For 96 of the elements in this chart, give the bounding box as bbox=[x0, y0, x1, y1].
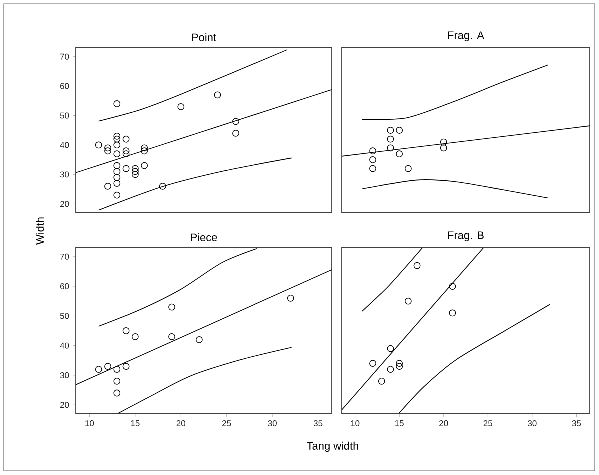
y-tick-label: 60 bbox=[60, 83, 70, 90]
x-tick-label: 25 bbox=[222, 420, 232, 427]
x-tick-label: 30 bbox=[268, 420, 277, 427]
point bbox=[95, 366, 102, 373]
x-tick-label: 15 bbox=[396, 420, 404, 426]
y-tick-label: 30 bbox=[60, 172, 70, 178]
chart-title: Point bbox=[192, 33, 216, 42]
point bbox=[132, 171, 139, 178]
point bbox=[114, 168, 121, 176]
point bbox=[370, 156, 376, 164]
point bbox=[104, 148, 112, 155]
point bbox=[114, 162, 121, 170]
x-tick-label: 20 bbox=[440, 420, 448, 427]
x-tick-label: 35 bbox=[314, 420, 323, 427]
x-tick-label: 10 bbox=[86, 420, 94, 427]
point bbox=[114, 136, 121, 143]
point bbox=[387, 345, 394, 352]
line-series bbox=[98, 50, 288, 122]
point bbox=[132, 165, 139, 172]
x-tick-label: 35 bbox=[572, 420, 582, 427]
point bbox=[122, 363, 130, 370]
y-tick-label: 70 bbox=[60, 254, 70, 260]
point bbox=[178, 103, 185, 110]
point bbox=[104, 363, 112, 370]
point bbox=[104, 144, 112, 152]
point bbox=[168, 304, 176, 311]
y-tick-label: 50 bbox=[60, 313, 70, 320]
point bbox=[387, 136, 394, 143]
point bbox=[114, 150, 121, 158]
point bbox=[114, 366, 121, 373]
x-tick-label: 20 bbox=[176, 420, 186, 427]
point bbox=[132, 168, 139, 176]
chart-title: Piece bbox=[191, 233, 218, 242]
point bbox=[114, 378, 121, 385]
point bbox=[114, 174, 121, 182]
point bbox=[122, 165, 130, 172]
x-tick-label: 10 bbox=[351, 420, 360, 427]
point bbox=[114, 180, 121, 187]
point bbox=[396, 127, 404, 134]
point bbox=[114, 100, 121, 108]
point bbox=[122, 150, 130, 158]
point bbox=[122, 328, 130, 334]
point bbox=[114, 192, 121, 199]
point bbox=[141, 144, 148, 152]
point bbox=[132, 333, 139, 340]
chart-title: Frag. B bbox=[448, 232, 484, 242]
x-tick-label: 25 bbox=[484, 420, 493, 427]
point bbox=[168, 333, 176, 340]
point bbox=[141, 148, 148, 155]
point bbox=[387, 144, 394, 152]
point bbox=[396, 360, 404, 368]
point bbox=[396, 150, 404, 158]
point bbox=[370, 148, 376, 155]
point bbox=[449, 310, 456, 317]
point bbox=[378, 378, 386, 385]
x-axis-title: Tang width bbox=[307, 442, 358, 452]
y-tick-label: 30 bbox=[60, 372, 70, 378]
point bbox=[104, 183, 112, 190]
point bbox=[214, 92, 222, 99]
point bbox=[114, 390, 121, 397]
point bbox=[159, 183, 166, 190]
point bbox=[232, 130, 240, 137]
point bbox=[396, 363, 404, 370]
point bbox=[404, 298, 412, 305]
point bbox=[114, 132, 121, 140]
point bbox=[449, 283, 456, 290]
point bbox=[387, 127, 394, 134]
y-tick-label: 40 bbox=[60, 142, 70, 148]
point bbox=[387, 366, 394, 373]
line-series bbox=[118, 347, 292, 414]
y-tick-label: 60 bbox=[60, 284, 70, 290]
point bbox=[370, 165, 376, 172]
point bbox=[370, 360, 376, 368]
y-tick-label: 20 bbox=[60, 402, 70, 408]
point bbox=[287, 294, 294, 302]
y-tick-label: 70 bbox=[60, 54, 70, 60]
point bbox=[122, 136, 130, 143]
chart-title: Frag. A bbox=[448, 32, 484, 42]
y-axis-title: Width bbox=[36, 218, 44, 245]
point bbox=[95, 142, 102, 149]
point bbox=[440, 138, 448, 146]
point bbox=[440, 144, 448, 152]
line-series bbox=[98, 158, 292, 211]
y-tick-label: 40 bbox=[60, 342, 70, 349]
point bbox=[232, 118, 240, 126]
point bbox=[122, 148, 130, 155]
point bbox=[141, 162, 148, 170]
y-tick-label: 50 bbox=[60, 112, 70, 119]
y-tick-label: 20 bbox=[60, 201, 70, 208]
point bbox=[404, 165, 412, 172]
x-tick-label: 15 bbox=[131, 420, 140, 426]
x-tick-label: 30 bbox=[528, 420, 537, 427]
point bbox=[114, 142, 121, 149]
point bbox=[414, 262, 421, 270]
line-series bbox=[98, 248, 258, 327]
point bbox=[196, 336, 203, 344]
